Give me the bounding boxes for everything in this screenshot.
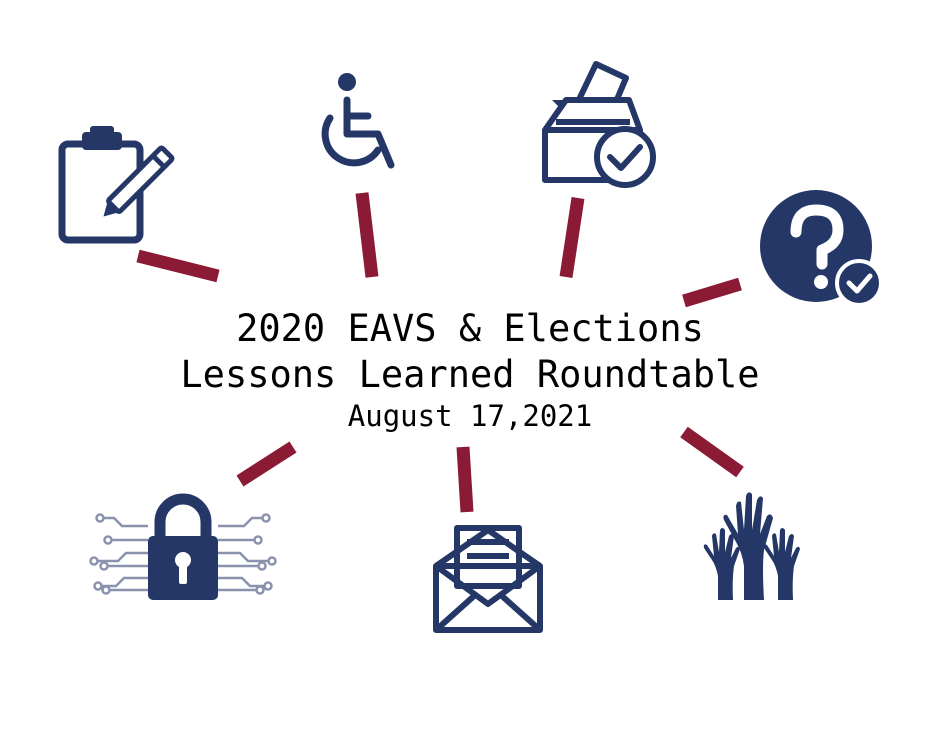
connector-hands — [680, 426, 744, 478]
event-title-block: 2020 EAVS & Elections Lessons Learned Ro… — [120, 306, 820, 434]
event-date: August 17,2021 — [347, 399, 593, 433]
question-check-icon — [760, 190, 883, 307]
circuit-lock-icon — [89, 493, 277, 600]
title-line-1: 2020 EAVS & Elections — [236, 307, 704, 350]
connector-lines — [136, 192, 744, 513]
title-line-2: Lessons Learned Roundtable — [180, 353, 760, 396]
wheelchair-icon — [321, 73, 395, 169]
clipboard-pencil-icon — [58, 126, 175, 244]
connector-clipboard — [136, 249, 220, 283]
connector-lock — [236, 441, 297, 487]
ballot-box-check-icon — [542, 61, 656, 188]
open-envelope-icon — [433, 525, 543, 633]
connector-envelope — [456, 446, 474, 513]
connector-question — [682, 277, 742, 308]
connector-wheelchair — [355, 192, 379, 278]
raised-hands-icon — [703, 492, 800, 600]
connector-ballot — [559, 197, 585, 278]
